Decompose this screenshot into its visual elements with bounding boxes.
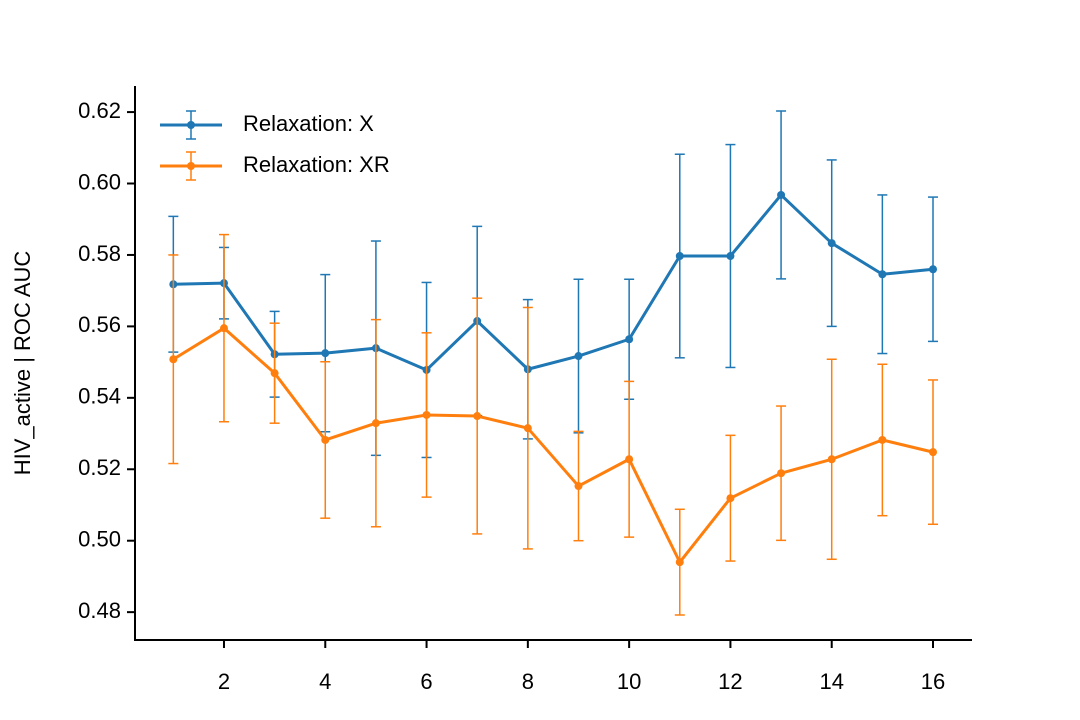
series-line <box>173 193 934 372</box>
point <box>523 424 532 433</box>
series-line <box>172 326 934 564</box>
legend-label: Relaxation: XR <box>243 152 390 177</box>
legend-label: Relaxation: X <box>243 111 374 136</box>
x-tick-label: 8 <box>522 669 534 694</box>
point <box>169 355 178 364</box>
x-tick-label: 12 <box>718 669 742 694</box>
point <box>675 558 684 567</box>
y-tick-label: 0.54 <box>78 384 121 409</box>
x-tick-label: 10 <box>617 669 641 694</box>
point <box>878 435 887 444</box>
point <box>726 494 735 503</box>
x-tick-label: 2 <box>218 669 230 694</box>
point <box>219 324 228 333</box>
point <box>321 435 330 444</box>
point <box>625 335 634 344</box>
point <box>574 352 583 361</box>
y-tick-label: 0.56 <box>78 312 121 337</box>
point <box>827 455 836 464</box>
point <box>777 190 786 199</box>
y-axis-label: HIV_active | ROC AUC <box>10 251 35 476</box>
x-tick-label: 6 <box>420 669 432 694</box>
point <box>726 252 735 261</box>
point <box>371 419 380 428</box>
point <box>675 252 684 261</box>
point <box>625 455 634 464</box>
legend-marker <box>187 162 195 170</box>
point <box>777 469 786 478</box>
x-tick-label: 4 <box>319 669 331 694</box>
x-tick-label: 14 <box>819 669 843 694</box>
point <box>827 239 836 248</box>
point <box>929 448 938 457</box>
y-tick-label: 0.62 <box>78 98 121 123</box>
point <box>929 265 938 274</box>
y-tick-label: 0.48 <box>78 598 121 623</box>
y-tick-label: 0.52 <box>78 455 121 480</box>
legend-marker <box>187 121 195 129</box>
point <box>422 410 431 419</box>
point <box>270 369 279 378</box>
y-tick-label: 0.60 <box>78 169 121 194</box>
y-tick-label: 0.58 <box>78 241 121 266</box>
x-tick-label: 16 <box>921 669 945 694</box>
y-tick-label: 0.50 <box>78 527 121 552</box>
point <box>878 270 887 279</box>
point <box>321 349 330 358</box>
point <box>473 412 482 421</box>
point <box>574 482 583 491</box>
